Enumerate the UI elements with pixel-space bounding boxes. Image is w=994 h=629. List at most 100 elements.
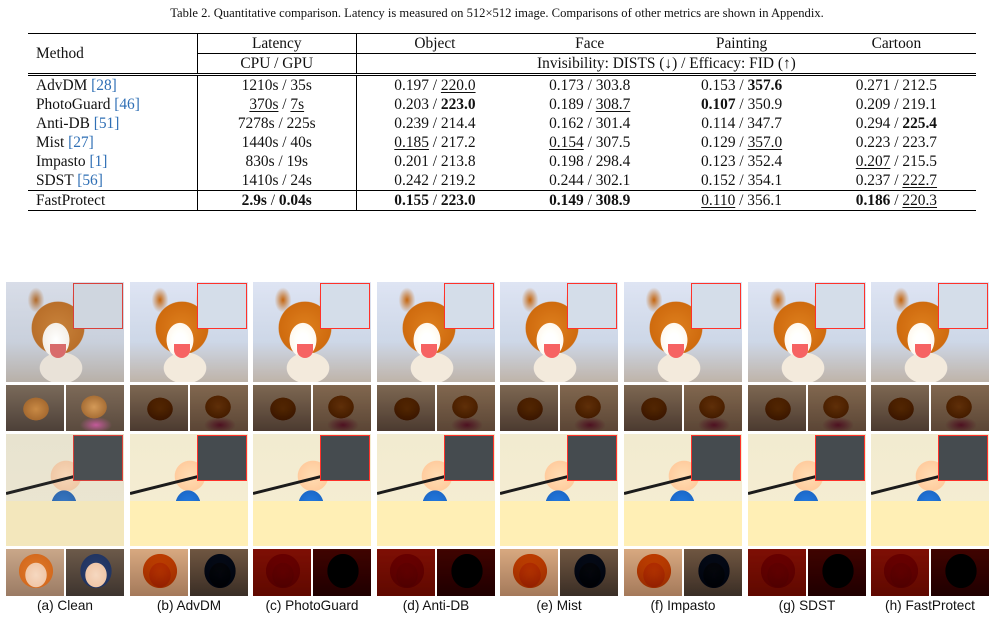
subfigure-label: (c) PhotoGuard — [265, 598, 359, 613]
cell-face_b: 298.4 — [595, 153, 631, 170]
cell-separator: / — [428, 115, 441, 132]
generated-sample — [437, 385, 495, 431]
method-label: Anti-DB — [36, 115, 94, 132]
citation-link[interactable]: [51] — [93, 115, 120, 132]
cell-obj_a: 0.155 — [394, 192, 429, 209]
generated-sample — [253, 385, 311, 431]
cell-separator: / — [890, 192, 903, 209]
table-cell-cart: 0.207 / 215.5 — [817, 152, 976, 171]
dog-image — [500, 282, 618, 382]
generated-sample — [624, 385, 682, 431]
citation-link[interactable]: [46] — [114, 96, 140, 113]
cell-paint_a: 0.114 — [701, 115, 736, 132]
cell-cart_a: 0.223 — [855, 134, 891, 151]
generated-sample — [377, 549, 435, 596]
dog-image — [6, 282, 124, 382]
dog-image — [130, 282, 248, 382]
table-cell-paint: 0.110 / 356.1 — [666, 190, 817, 211]
table-cell-face: 0.244 / 302.1 — [513, 171, 666, 191]
cartoon-generated-pair — [624, 549, 742, 596]
cell-cart_a: 0.271 — [855, 77, 891, 94]
table-cell-obj: 0.203 / 223.0 — [355, 95, 514, 114]
cell-gpu: 40s — [290, 134, 312, 151]
cell-obj_a: 0.185 — [394, 134, 429, 151]
cell-gpu: 24s — [290, 172, 312, 189]
generated-sample — [808, 385, 866, 431]
generated-sample — [130, 385, 188, 431]
table-cell-face: 0.154 / 307.5 — [513, 133, 666, 152]
generated-sample — [560, 549, 618, 596]
cell-face_a: 0.154 — [549, 134, 584, 151]
subfigure-label: (a) Clean — [37, 598, 93, 613]
cell-cpu: 1210s — [241, 77, 279, 94]
cell-separator: / — [278, 96, 291, 113]
header-latency: Latency — [196, 33, 357, 54]
zoom-inset — [691, 283, 741, 329]
table-row-ours: FastProtect 2.9s / 0.04s 0.155 / 223.0 0.14… — [28, 190, 976, 211]
subfigure-label: (b) AdvDM — [156, 598, 222, 613]
cell-cart_a: 0.186 — [855, 192, 891, 209]
generated-sample — [66, 549, 124, 596]
dog-generated-pair — [748, 385, 866, 431]
table-cell-cart: 0.223 / 223.7 — [817, 133, 976, 152]
method-label: PhotoGuard — [36, 96, 115, 113]
zoom-inset — [691, 435, 741, 481]
dog-image — [624, 282, 742, 382]
table-cell-face: 0.198 / 298.4 — [513, 152, 666, 171]
cell-separator: / — [890, 115, 903, 132]
cell-cpu: 1410s — [241, 172, 279, 189]
cell-separator: / — [735, 134, 748, 151]
header-painting: Painting — [666, 33, 817, 54]
cell-face_a: 0.173 — [549, 77, 584, 94]
generated-sample — [253, 549, 311, 596]
cartoon-generated-pair — [377, 549, 495, 596]
cell-separator: / — [890, 153, 903, 170]
cell-obj_b: 220.0 — [440, 77, 476, 94]
table-cell-cpu: 2.9s / 0.04s — [196, 190, 357, 211]
table-row: AdvDM [28] 1210s / 35s 0.197 / 220.0 0.173 … — [28, 73, 976, 95]
zoom-inset — [938, 435, 988, 481]
method-label: FastProtect — [36, 192, 106, 209]
table-cell-cpu: 1410s / 24s — [196, 171, 357, 191]
generated-sample — [624, 549, 682, 596]
cell-cpu: 2.9s — [241, 192, 267, 209]
cell-face_a: 0.244 — [549, 172, 584, 189]
citation-link[interactable]: [28] — [91, 77, 117, 94]
table-cell-face: 0.173 / 303.8 — [513, 73, 667, 95]
zoom-inset — [197, 283, 247, 329]
citation-link[interactable]: [56] — [77, 172, 103, 189]
zoom-inset — [444, 283, 494, 329]
dog-tongue — [50, 344, 66, 358]
table-cell-obj: 0.197 / 220.0 — [355, 73, 514, 95]
table-row: Mist [27] 1440s / 40s 0.185 / 217.2 0.154 /… — [28, 133, 976, 152]
subfigure-label: (h) FastProtect — [885, 598, 975, 613]
cell-obj_b: 214.4 — [440, 115, 476, 132]
cartoon-stroke — [748, 475, 817, 495]
cell-separator: / — [266, 192, 279, 209]
method-name: SDST [56] — [28, 171, 197, 191]
cell-separator: / — [735, 96, 748, 113]
generated-sample — [808, 549, 866, 596]
cell-separator: / — [428, 192, 441, 209]
cell-separator: / — [735, 115, 748, 132]
method-name: Anti-DB [51] — [28, 114, 197, 133]
citation-link[interactable]: [1] — [89, 153, 108, 170]
dog-generated-pair — [871, 385, 989, 431]
generated-sample — [871, 549, 929, 596]
table-cell-obj: 0.239 / 214.4 — [355, 114, 514, 133]
table-cell-cart: 0.294 / 225.4 — [817, 114, 976, 133]
cell-cart_b: 225.4 — [902, 115, 938, 132]
table-cell-obj: 0.242 / 219.2 — [355, 171, 514, 191]
cell-paint_a: 0.152 — [700, 172, 736, 189]
generated-sample — [500, 385, 558, 431]
zoom-inset — [320, 435, 370, 481]
generated-sample — [871, 385, 929, 431]
zoom-inset — [567, 435, 617, 481]
generated-sample — [748, 385, 806, 431]
cell-gpu: 0.04s — [278, 192, 312, 209]
method-name: AdvDM [28] — [28, 73, 198, 95]
cell-separator: / — [583, 96, 596, 113]
citation-link[interactable]: [27] — [68, 134, 94, 151]
table-cell-obj: 0.185 / 217.2 — [355, 133, 514, 152]
cell-obj_b: 223.0 — [440, 192, 476, 209]
